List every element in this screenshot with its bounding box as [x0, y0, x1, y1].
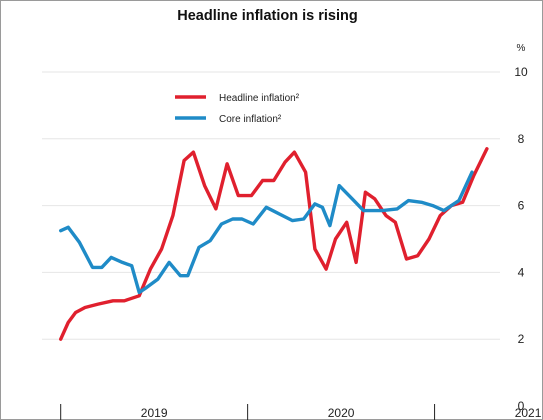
y-unit-label: %	[517, 43, 526, 54]
y-tick-label: 2	[518, 332, 525, 346]
series-line-headline-inflation	[59, 147, 489, 341]
chart-title: Headline inflation is rising	[177, 8, 358, 24]
legend: Headline inflation² Core inflation²	[175, 93, 300, 125]
x-tick-label: 2019	[141, 406, 168, 420]
series-lines	[59, 147, 489, 341]
legend-label: Headline inflation²	[219, 93, 300, 104]
x-axis: 2019 2020 2021	[60, 404, 542, 420]
legend-label: Core inflation²	[219, 114, 282, 125]
y-tick-label: 8	[518, 132, 525, 146]
series-line-core-inflation	[59, 170, 474, 295]
y-tick-label: 0	[518, 399, 525, 413]
y-tick-label: 10	[514, 65, 528, 79]
gridlines	[42, 71, 500, 340]
x-tick-label: 2020	[328, 406, 355, 420]
x-tick-label: 2021	[515, 406, 542, 420]
y-tick-label: 4	[518, 265, 525, 279]
y-axis: 0 2 4 6 8 10%	[514, 43, 528, 413]
y-tick-label: 6	[518, 199, 525, 213]
